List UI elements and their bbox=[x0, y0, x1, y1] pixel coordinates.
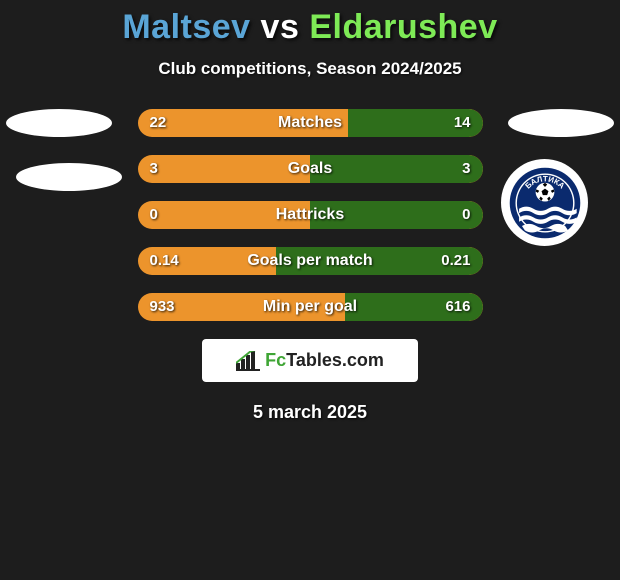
player1-banner-shape-top bbox=[6, 109, 112, 137]
subtitle: Club competitions, Season 2024/2025 bbox=[0, 59, 620, 79]
stat-label: Matches bbox=[138, 109, 483, 137]
brand-badge[interactable]: FcTables.com bbox=[202, 339, 418, 382]
stat-row: 33Goals bbox=[138, 155, 483, 183]
stat-label: Min per goal bbox=[138, 293, 483, 321]
vs-label: vs bbox=[261, 8, 300, 46]
stat-row: 00Hattricks bbox=[138, 201, 483, 229]
stat-row: 2214Matches bbox=[138, 109, 483, 137]
player1-name: Maltsev bbox=[122, 8, 250, 46]
player1-banner-shape-bottom bbox=[16, 163, 122, 191]
stat-row: 933616Min per goal bbox=[138, 293, 483, 321]
brand-prefix: Fc bbox=[265, 350, 286, 370]
content-area: БАЛТИКА bbox=[0, 109, 620, 423]
stat-label: Hattricks bbox=[138, 201, 483, 229]
bar-chart-icon bbox=[236, 351, 260, 371]
stat-row: 0.140.21Goals per match bbox=[138, 247, 483, 275]
brand-text: FcTables.com bbox=[265, 350, 384, 371]
club-logo-circle: БАЛТИКА bbox=[501, 159, 588, 246]
baltika-logo-icon: БАЛТИКА bbox=[509, 167, 581, 239]
player2-name: Eldarushev bbox=[309, 8, 497, 46]
comparison-card: Maltsev vs Eldarushev Club competitions,… bbox=[0, 8, 620, 580]
page-title: Maltsev vs Eldarushev bbox=[0, 8, 620, 47]
brand-suffix: Tables.com bbox=[286, 350, 384, 370]
stats-bars: 2214Matches 33Goals 00Hattricks 0.140.21Goa… bbox=[138, 109, 483, 321]
stat-label: Goals bbox=[138, 155, 483, 183]
stat-label: Goals per match bbox=[138, 247, 483, 275]
player2-banner-shape bbox=[508, 109, 614, 137]
date-label: 5 march 2025 bbox=[0, 402, 620, 423]
